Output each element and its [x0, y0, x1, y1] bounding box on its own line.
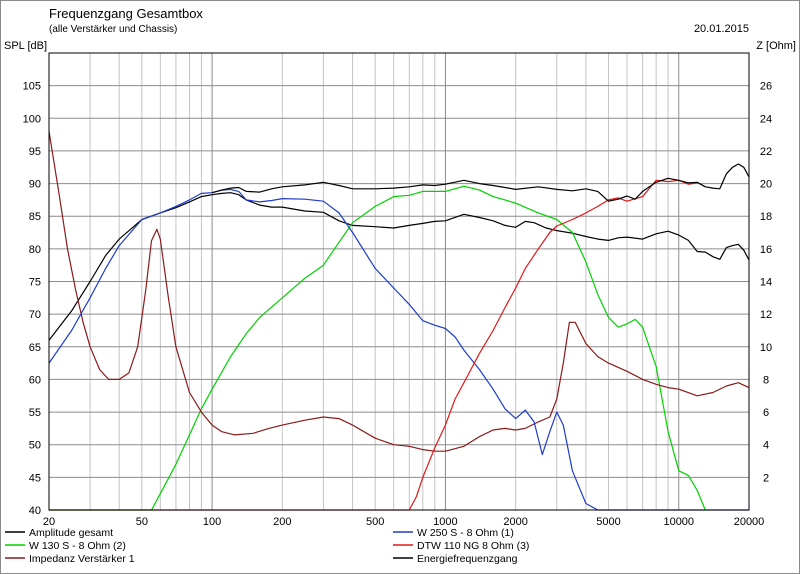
chart-title: Frequenzgang Gesamtbox	[49, 6, 203, 21]
y-right-tick-label: 4	[763, 440, 769, 452]
y-left-tick-label: 100	[23, 113, 41, 125]
legend-label: W 130 S - 8 Ohm (2)	[29, 540, 126, 552]
plot-border	[48, 52, 750, 511]
y-left-tick-label: 55	[29, 407, 41, 419]
x-tick-label: 5000	[596, 516, 620, 528]
y-left-tick-label: 90	[29, 179, 41, 191]
y-left-tick-label: 60	[29, 374, 41, 386]
legend-label: Energiefrequenzgang	[417, 553, 518, 565]
y-left-tick-label: 80	[29, 244, 41, 256]
y-right-tick-label: 10	[760, 342, 772, 354]
y-left-tick-label: 50	[29, 440, 41, 452]
x-tick-label: 50	[136, 516, 148, 528]
y-axis-right-label: Z [Ohm]	[756, 40, 796, 52]
y-right-tick-label: 12	[760, 309, 772, 321]
x-tick-label: 20000	[734, 516, 765, 528]
legend-label: Impedanz Verstärker 1	[29, 553, 135, 565]
legend-label: DTW 110 NG 8 Ohm (3)	[417, 540, 529, 552]
x-tick-label: 10000	[663, 516, 694, 528]
y-right-tick-label: 14	[760, 277, 772, 289]
y-right-tick-label: 20	[760, 179, 772, 191]
y-left-tick-label: 40	[29, 505, 41, 517]
series-line	[48, 192, 750, 341]
y-left-tick-label: 75	[29, 277, 41, 289]
x-tick-label: 2000	[503, 516, 527, 528]
y-right-tick-label: 26	[760, 81, 772, 93]
y-left-tick-label: 85	[29, 211, 41, 223]
y-left-tick-label: 95	[29, 146, 41, 158]
tick-labels: 20 50 100 200 500 1000 2000 5000 10000 2000040455…	[23, 81, 772, 528]
x-tick-label: 20	[43, 516, 55, 528]
grid	[48, 52, 750, 511]
y-right-tick-label: 24	[760, 113, 772, 125]
y-right-tick-label: 18	[760, 211, 772, 223]
x-tick-label: 1000	[433, 516, 457, 528]
chart-date: 20.01.2015	[694, 23, 749, 35]
y-left-tick-label: 45	[29, 472, 41, 484]
y-right-tick-label: 6	[763, 407, 769, 419]
series-line	[49, 185, 706, 511]
series-line	[49, 179, 698, 511]
y-right-tick-label: 2	[763, 472, 769, 484]
series-lines	[48, 131, 750, 511]
legend-label: W 250 S - 8 Ohm (1)	[417, 527, 514, 539]
series-line	[48, 131, 750, 452]
x-tick-label: 200	[273, 516, 291, 528]
chart-subtitle: (alle Verstärker und Chassis)	[49, 24, 177, 35]
x-tick-label: 100	[203, 516, 221, 528]
y-left-tick-label: 65	[29, 342, 41, 354]
x-tick-label: 500	[366, 516, 384, 528]
y-left-tick-label: 105	[23, 81, 41, 93]
y-right-tick-label: 8	[763, 374, 769, 386]
series-line	[211, 163, 750, 202]
y-axis-left-label: SPL [dB]	[4, 40, 47, 52]
legend-label: Amplitude gesamt	[29, 527, 113, 539]
y-left-tick-label: 70	[29, 309, 41, 321]
y-right-tick-label: 16	[760, 244, 772, 256]
series-line	[48, 188, 749, 511]
y-right-tick-label: 22	[760, 146, 772, 158]
